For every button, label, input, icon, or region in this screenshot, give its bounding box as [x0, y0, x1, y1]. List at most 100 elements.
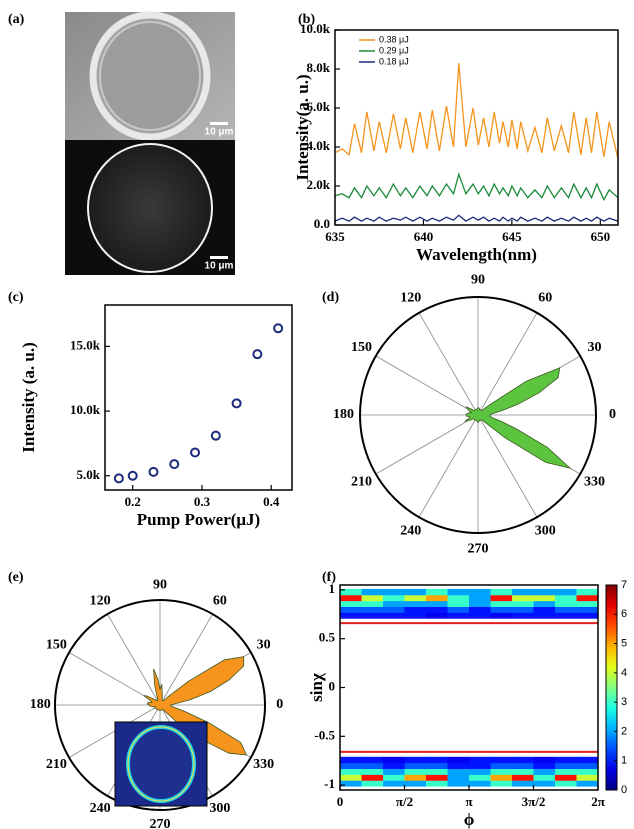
heat-cell [490, 594, 513, 602]
colorbar-label: 5 [621, 637, 627, 649]
heat-cell [468, 606, 491, 613]
heat-cell [512, 594, 535, 602]
angle-label: 300 [535, 524, 556, 539]
micrograph-panel: 10 μm 10 μm [65, 11, 235, 275]
heat-cell [383, 780, 405, 787]
x-tick-label: π/2 [396, 794, 413, 809]
heat-cell [555, 756, 577, 764]
data-point [113, 473, 124, 484]
plot-frame [334, 29, 619, 226]
y-tick-label: 2.0k [307, 177, 331, 192]
angle-grid-line [107, 613, 161, 706]
heat-cell [555, 612, 577, 619]
legend-label: 0.38 μJ [379, 34, 409, 44]
heat-cell [576, 594, 599, 602]
heat-cell [576, 606, 599, 613]
angle-label: 0 [609, 407, 616, 422]
heat-cell [426, 588, 448, 596]
heat-cell [340, 606, 362, 613]
heat-cell [490, 774, 513, 781]
heat-cell [468, 756, 491, 764]
heat-cell [555, 600, 577, 607]
angle-label: 240 [400, 524, 421, 539]
angle-label: 30 [257, 637, 271, 652]
panel-label: (f) [322, 570, 336, 585]
x-axis-title: Wavelength(nm) [416, 245, 537, 264]
scale-bar [210, 122, 228, 125]
angle-label: 180 [333, 407, 354, 422]
colorbar-label: 7 [621, 579, 627, 591]
heat-cell [383, 600, 405, 607]
polar-frame [54, 599, 266, 811]
colorbar [605, 584, 618, 791]
heat-cell [512, 600, 535, 607]
angle-grid-line [418, 414, 479, 518]
heat-cell [533, 780, 556, 787]
heat-cell [490, 762, 513, 770]
heat-cell [340, 780, 362, 787]
angle-grid-line [375, 355, 479, 416]
polar-frame [359, 296, 597, 534]
y-tick-label: 0 [329, 678, 336, 693]
heat-cell [340, 588, 362, 596]
polar-area [143, 656, 248, 756]
heat-cell [447, 594, 470, 602]
heat-cell [447, 768, 470, 775]
heat-cell [576, 588, 599, 596]
angle-label: 30 [587, 340, 601, 355]
heat-cell [404, 606, 427, 613]
polar-area [463, 367, 572, 469]
x-tick-label: 640 [414, 229, 434, 244]
angle-label: 90 [471, 273, 485, 288]
heat-cell [404, 774, 427, 781]
heat-cell [383, 588, 405, 596]
heat-cell [555, 774, 577, 781]
heat-cell [383, 768, 405, 775]
heat-cell [468, 594, 491, 602]
heat-cell [383, 612, 405, 619]
angle-label: 210 [46, 757, 67, 772]
data-point [252, 349, 263, 360]
x-axis-title: ϕ [464, 810, 475, 829]
data-point [127, 470, 138, 481]
heat-cell [361, 756, 384, 764]
angle-grid-line [159, 613, 213, 706]
angle-label: 120 [90, 594, 111, 609]
heat-cell [512, 768, 535, 775]
heat-cell [447, 756, 470, 764]
spectrum-line [334, 172, 619, 202]
heat-cell [533, 594, 556, 602]
y-axis-title: sinχ [307, 673, 326, 702]
heat-cell [512, 606, 535, 613]
y-tick-label: 5.0k [77, 467, 101, 482]
angle-grid-line [418, 312, 479, 416]
scale-label: 10 μm [205, 261, 234, 272]
heat-cell [426, 606, 448, 613]
y-tick-label: -1 [324, 776, 335, 791]
heat-cell [426, 762, 448, 770]
heat-cell [404, 768, 427, 775]
heat-cell [426, 600, 448, 607]
heat-cell [404, 594, 427, 602]
heat-cell [533, 606, 556, 613]
x-tick-label: 0.4 [263, 494, 280, 509]
data-point [231, 398, 242, 409]
heat-cell [533, 600, 556, 607]
heat-cell [468, 612, 491, 619]
angle-label: 300 [209, 801, 230, 816]
angle-label: 150 [46, 637, 67, 652]
x-tick-label: π [465, 794, 472, 809]
heat-cell [340, 594, 362, 602]
heat-cell [468, 600, 491, 607]
heat-cell [576, 612, 599, 619]
heat-cell [447, 780, 470, 787]
microdisk-inner [99, 21, 201, 131]
heat-cell [340, 756, 362, 764]
heat-cell [426, 612, 448, 619]
heat-cell [512, 612, 535, 619]
heat-cell [447, 762, 470, 770]
heat-cell [468, 768, 491, 775]
x-tick-label: 2π [591, 794, 605, 809]
angle-label: 60 [538, 291, 552, 306]
heat-cell [576, 768, 599, 775]
